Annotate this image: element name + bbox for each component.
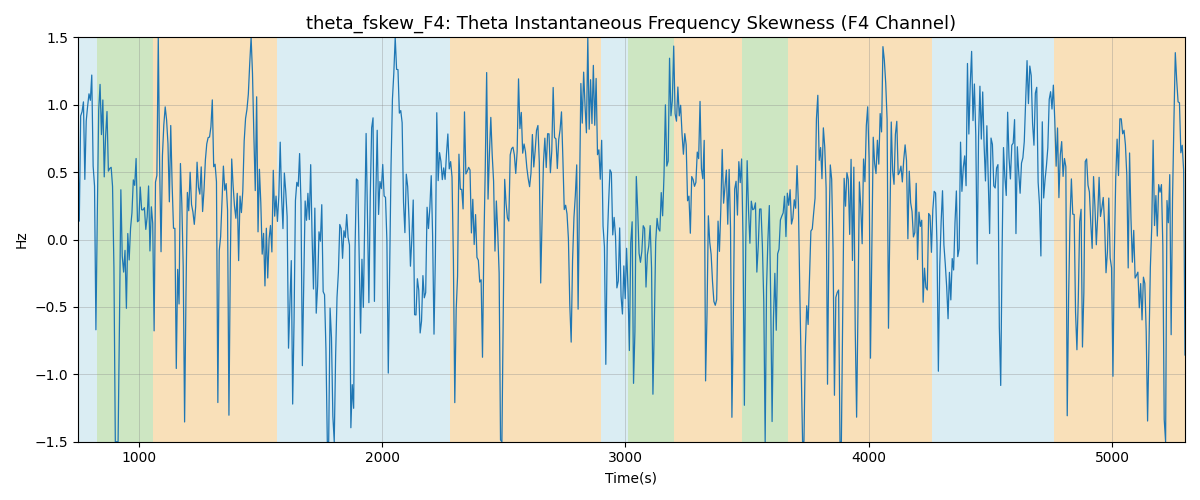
X-axis label: Time(s): Time(s) bbox=[606, 471, 658, 485]
Bar bbox=[78, 38, 97, 442]
Bar bbox=[788, 38, 932, 442]
Bar bbox=[97, 38, 154, 442]
Bar bbox=[932, 38, 1054, 442]
Bar bbox=[277, 38, 450, 442]
Y-axis label: Hz: Hz bbox=[14, 230, 29, 248]
Bar bbox=[674, 38, 742, 442]
Bar bbox=[628, 38, 674, 442]
Title: theta_fskew_F4: Theta Instantaneous Frequency Skewness (F4 Channel): theta_fskew_F4: Theta Instantaneous Freq… bbox=[306, 15, 956, 34]
Bar bbox=[1054, 38, 1184, 442]
Bar bbox=[742, 38, 788, 442]
Bar bbox=[601, 38, 628, 442]
Bar bbox=[450, 38, 601, 442]
Bar bbox=[154, 38, 277, 442]
